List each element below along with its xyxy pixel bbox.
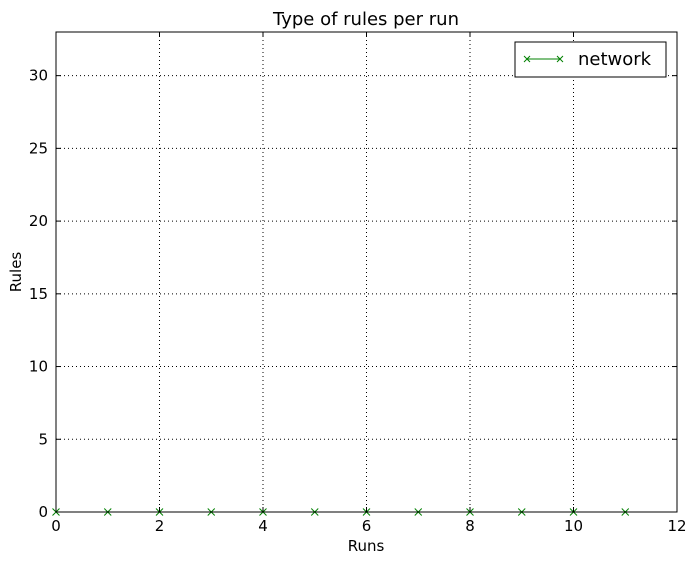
y-tick-label: 15 bbox=[29, 285, 48, 303]
x-tick-label: 0 bbox=[51, 517, 61, 535]
legend-marker-x-icon bbox=[523, 55, 531, 63]
y-tick-label: 10 bbox=[29, 358, 48, 376]
x-tick-label: 10 bbox=[564, 517, 583, 535]
y-tick-label: 20 bbox=[29, 212, 48, 230]
y-tick-label: 0 bbox=[38, 503, 48, 521]
legend-marker-x-icon bbox=[556, 55, 564, 63]
legend: network bbox=[514, 41, 667, 78]
legend-label: network bbox=[578, 49, 652, 70]
chart-title: Type of rules per run bbox=[272, 9, 459, 30]
grid bbox=[56, 32, 677, 512]
x-axis-ticks: 0 2 4 6 8 10 12 bbox=[51, 32, 687, 535]
y-axis-label: Rules bbox=[7, 252, 25, 293]
y-tick-label: 5 bbox=[38, 430, 48, 448]
x-tick-label: 2 bbox=[155, 517, 165, 535]
x-tick-label: 4 bbox=[258, 517, 268, 535]
x-tick-label: 6 bbox=[362, 517, 372, 535]
y-tick-label: 25 bbox=[29, 139, 48, 157]
y-tick-label: 30 bbox=[29, 67, 48, 85]
x-tick-label: 8 bbox=[465, 517, 475, 535]
y-axis-ticks: 0 5 10 15 20 25 30 bbox=[29, 67, 677, 521]
x-tick-label: 12 bbox=[667, 517, 686, 535]
x-axis-label: Runs bbox=[348, 537, 385, 555]
